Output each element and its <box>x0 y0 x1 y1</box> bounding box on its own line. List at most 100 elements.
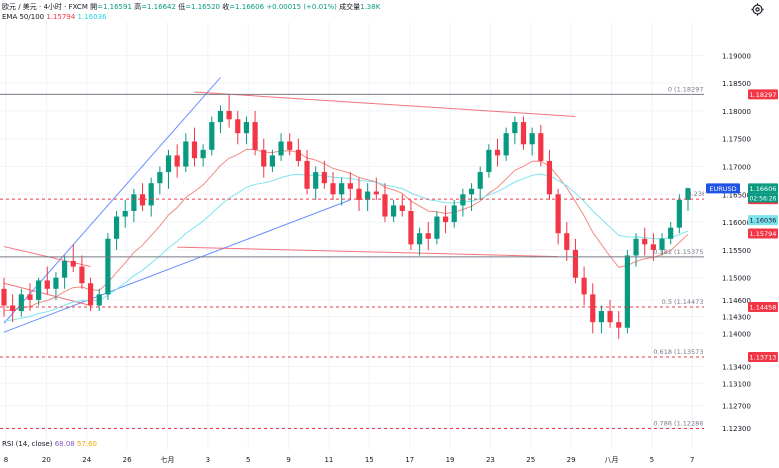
price-tick-label: 1.19000 <box>722 52 751 60</box>
price-tick-label: 1.18000 <box>722 108 751 116</box>
high-label: 高 <box>134 3 142 11</box>
time-axis[interactable]: 8 20 24 26 七月 3 5 9 11 15 17 19 23 25 29 八月 5 7 <box>4 455 695 464</box>
candle-body <box>373 191 379 195</box>
price-tick-label: 1.14000 <box>722 330 751 338</box>
time-tick-label: 8 <box>4 456 8 464</box>
time-tick-label: 3 <box>206 456 210 464</box>
time-tick-label: 八月 <box>605 456 619 464</box>
candle-body <box>416 233 423 245</box>
price-tick-label: 1.17000 <box>722 164 751 172</box>
time-tick-label: 17 <box>405 456 414 464</box>
candle-body <box>659 238 665 250</box>
candle-body <box>616 322 622 328</box>
time-tick-label: 20 <box>42 456 51 464</box>
rsi-label: RSI (14, close) <box>2 440 53 448</box>
candle-body <box>79 266 85 284</box>
fib-level-label: 0.236 <box>687 190 706 198</box>
fib-price-tag: 1.18297 <box>750 91 777 99</box>
countdown-tag: 02:56:26 <box>750 195 777 202</box>
time-tick-label: 7 <box>690 456 694 464</box>
candle-body <box>295 149 301 161</box>
candle-body <box>633 238 639 256</box>
candle-body <box>356 188 362 200</box>
fib-level-label: 0.786 (1.12286) <box>653 420 706 428</box>
candle-body <box>477 172 483 189</box>
candle-body <box>27 294 33 300</box>
time-tick-label: 15 <box>365 456 374 464</box>
price-tick-label: 1.14300 <box>722 314 751 322</box>
candle-body <box>442 216 449 223</box>
candle-body <box>676 199 682 228</box>
candle-body <box>529 133 535 145</box>
price-tick-label: 1.12700 <box>722 403 751 411</box>
candle-body <box>53 277 59 289</box>
open-value: =1.16591 <box>97 3 132 11</box>
candle-body <box>486 149 492 173</box>
countdown-tag-bg <box>748 193 778 203</box>
candle-body <box>139 194 146 206</box>
rsi-ma-value: 57.60 <box>76 440 98 448</box>
candle-body <box>399 205 405 211</box>
candle-body <box>313 172 319 189</box>
candle-body <box>278 141 284 156</box>
candle-body <box>113 216 120 239</box>
candle-body <box>105 238 111 295</box>
candle-body <box>642 238 648 245</box>
price-tick-label: 1.16000 <box>722 219 751 227</box>
ema50-value: 1.15794 <box>46 13 76 21</box>
candle-body <box>226 110 232 120</box>
ema100-price-tag: 1.16036 <box>750 217 777 225</box>
candle-body <box>512 122 518 134</box>
rsi-legend[interactable]: RSI (14, close) 68.08 57.60 <box>2 440 97 448</box>
chart-grid <box>0 22 704 450</box>
candle-body <box>391 205 397 217</box>
symbol-title[interactable]: 欧元 / 美元 · 4小时 · FXCM <box>2 3 88 11</box>
candle-body <box>460 194 466 206</box>
candlesticks <box>1 94 691 339</box>
time-tick-label: 七月 <box>160 455 174 464</box>
ema100-value: 1.16036 <box>77 13 107 21</box>
time-tick-label: 25 <box>526 456 535 464</box>
candle-body <box>425 233 431 239</box>
candle-body <box>157 172 163 184</box>
candle-body <box>304 160 310 189</box>
ema-legend[interactable]: EMA 50/100 1.15794 1.16036 <box>2 13 106 21</box>
candle-body <box>191 141 198 159</box>
candle-body <box>217 110 224 123</box>
candle-body <box>546 160 553 195</box>
price-tags: 1.182971.164131.144581.13713EURUSD1.1660… <box>706 89 778 363</box>
candle-body <box>44 280 50 289</box>
candle-body <box>347 183 353 189</box>
price-tick-label: 1.14600 <box>722 297 751 305</box>
candle-body <box>122 210 128 217</box>
time-tick-label: 9 <box>286 456 290 464</box>
candle-body <box>365 191 371 200</box>
fib-level-label: 0.382 (1.15375) <box>653 248 706 256</box>
candle-body <box>87 283 94 306</box>
candle-body <box>494 149 501 156</box>
ema50-price-tag-bg <box>748 228 778 239</box>
high-value: =1.16642 <box>141 3 176 11</box>
gear-icon[interactable] <box>751 3 764 16</box>
ema50-price-tag: 1.15794 <box>750 230 777 238</box>
candle-body <box>36 280 42 300</box>
candle-body <box>269 155 276 167</box>
ema-lines <box>3 148 689 322</box>
candle-body <box>408 210 414 245</box>
fib-level-label: 0.5 (1.14473) <box>662 298 706 306</box>
candle-body <box>70 261 76 267</box>
ema50-line <box>3 148 689 311</box>
volume-value: 1.38K <box>360 3 381 11</box>
price-tick-label: 1.12300 <box>722 425 751 433</box>
open-label: 開 <box>90 3 98 11</box>
candle-body <box>624 255 630 328</box>
volume-label: 成交量 <box>339 3 361 11</box>
time-tick-label: 5 <box>650 456 654 464</box>
time-tick-label: 26 <box>123 456 132 464</box>
candle-body <box>18 294 24 312</box>
candle-body <box>62 261 68 278</box>
change-value: +0.00015 (+0.01%) <box>266 3 337 11</box>
candle-body <box>581 277 587 295</box>
candle-body <box>685 188 691 200</box>
